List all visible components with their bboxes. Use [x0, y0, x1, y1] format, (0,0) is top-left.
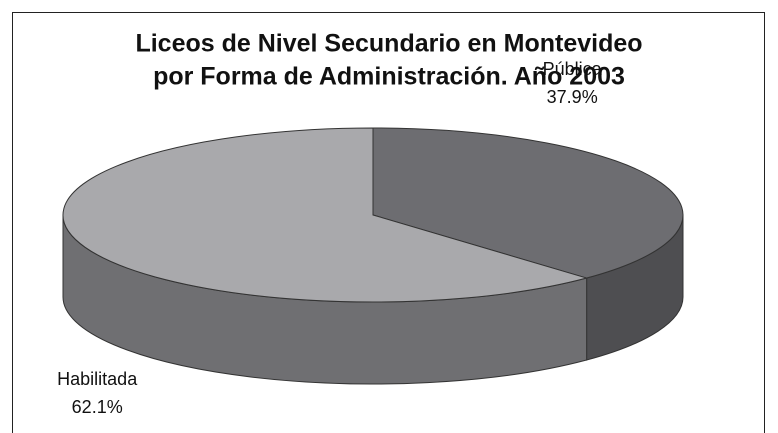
- slice: [62, 127, 589, 303]
- slice-label: Pública: [543, 59, 603, 79]
- slice: [372, 127, 684, 279]
- chart-subtitle: por Forma de Administración. Año 2003: [153, 63, 625, 91]
- slice-label: Habilitada: [57, 369, 138, 389]
- slice-value-label: 62.1%: [72, 397, 123, 417]
- slice-value-label: 37.9%: [547, 87, 598, 107]
- chart-title: Liceos de Nivel Secundario en Montevideo: [135, 30, 642, 58]
